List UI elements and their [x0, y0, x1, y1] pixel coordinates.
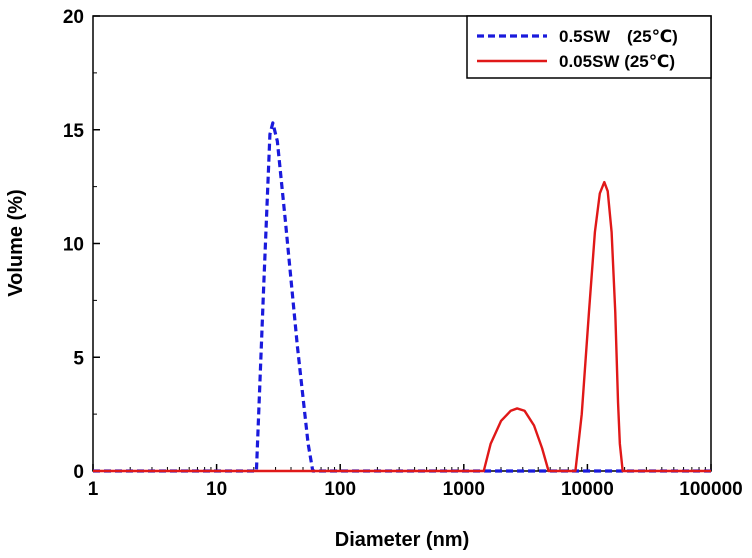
legend-label-2: 0.05SW (25℃) — [559, 52, 675, 71]
series-line-1 — [93, 121, 711, 473]
y-tick-label: 0 — [73, 462, 84, 483]
y-tick-label: 5 — [73, 348, 84, 369]
x-tick-label: 10 — [206, 479, 227, 500]
y-axis-title: Volume (%) — [5, 189, 27, 296]
legend-label-1: 0.5SW (25℃) — [559, 27, 678, 46]
x-tick-label: 100 — [324, 479, 356, 500]
x-axis-title: Diameter (nm) — [335, 529, 469, 551]
series-layer — [93, 121, 711, 473]
y-axis-ticks: 0 5 10 15 20 — [63, 7, 100, 483]
x-tick-label: 1000 — [443, 479, 485, 500]
legend: 0.5SW (25℃) 0.05SW (25℃) — [466, 15, 712, 79]
y-tick-label: 20 — [63, 7, 84, 28]
x-axis-ticks: 1 10 100 1000 10000 100000 — [88, 464, 743, 500]
x-tick-label: 10000 — [561, 479, 614, 500]
series-line-2 — [93, 180, 711, 473]
y-tick-label: 10 — [63, 235, 84, 256]
legend-box — [466, 15, 712, 79]
x-tick-label: 1 — [88, 479, 99, 500]
x-tick-label: 100000 — [679, 479, 742, 500]
y-tick-label: 15 — [63, 121, 85, 142]
